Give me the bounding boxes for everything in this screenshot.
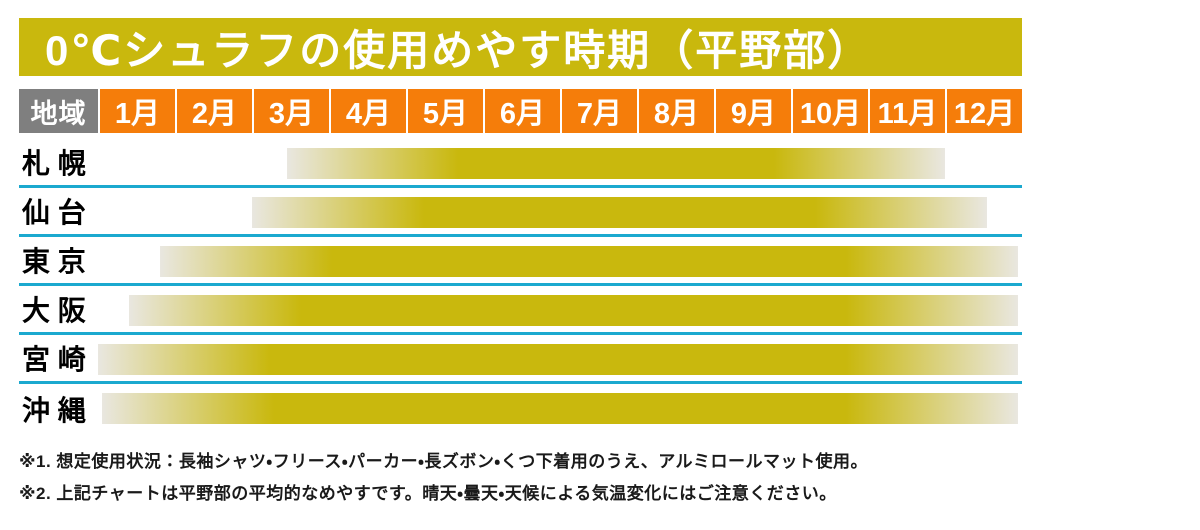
usage-bar-宮崎 — [98, 344, 1019, 375]
usage-bar-沖縄 — [101, 393, 1019, 424]
footnote-2: ※2. 上記チャートは平野部の平均的なめやすです。晴天・曇天・天候による気温変化… — [19, 484, 837, 503]
month-header-2月: 2月 — [175, 89, 252, 133]
month-header-8月: 8月 — [637, 89, 714, 133]
region-label-札幌: 札 幌 — [22, 148, 86, 179]
region-row-大阪: 大 阪 — [19, 286, 1022, 335]
month-header-1月: 1月 — [98, 89, 175, 133]
month-header-4月: 4月 — [329, 89, 406, 133]
usage-bar-仙台 — [252, 197, 988, 228]
month-header-3月: 3月 — [252, 89, 329, 133]
month-header-6月: 6月 — [483, 89, 560, 133]
chart-content: 0℃シュラフの使用めやす時期（平野部） 地域 1月 2月 3月 4月 5月 6月 7月 8月 9… — [19, 18, 1022, 510]
usage-bar-札幌 — [286, 148, 945, 179]
region-rows: 札 幌仙 台東 京大 阪宮 崎沖 縄 — [19, 139, 1022, 433]
region-label-宮崎: 宮 崎 — [22, 344, 86, 375]
month-header-9月: 9月 — [714, 89, 791, 133]
usage-bar-大阪 — [128, 295, 1019, 326]
month-header-12月: 12月 — [945, 89, 1022, 133]
chart-title: 0℃シュラフの使用めやす時期（平野部） — [45, 26, 872, 74]
region-row-沖縄: 沖 縄 — [19, 384, 1022, 433]
month-header-10月: 10月 — [791, 89, 868, 133]
month-headers: 1月 2月 3月 4月 5月 6月 7月 8月 9月 10月 11月 12月 — [98, 89, 1022, 133]
region-row-東京: 東 京 — [19, 237, 1022, 286]
region-row-仙台: 仙 台 — [19, 188, 1022, 237]
month-header-row: 地域 1月 2月 3月 4月 5月 6月 7月 8月 9月 10月 11月 12月 — [19, 89, 1022, 133]
region-label-仙台: 仙 台 — [22, 197, 86, 228]
region-column-header: 地域 — [19, 89, 98, 133]
region-row-札幌: 札 幌 — [19, 139, 1022, 188]
month-header-11月: 11月 — [868, 89, 945, 133]
footnote-1: ※1. 想定使用状況：長袖シャツ・フリース・パーカー・長ズボン・くつ下着用のうえ… — [19, 452, 869, 471]
region-row-宮崎: 宮 崎 — [19, 335, 1022, 384]
usage-bar-東京 — [159, 246, 1019, 277]
region-label-沖縄: 沖 縄 — [22, 394, 86, 426]
month-header-5月: 5月 — [406, 89, 483, 133]
region-label-大阪: 大 阪 — [22, 295, 86, 326]
month-header-7月: 7月 — [560, 89, 637, 133]
chart-title-bar: 0℃シュラフの使用めやす時期（平野部） — [19, 18, 1022, 76]
footnotes: ※1. 想定使用状況：長袖シャツ・フリース・パーカー・長ズボン・くつ下着用のうえ… — [19, 446, 1022, 510]
region-label-東京: 東 京 — [22, 246, 86, 277]
